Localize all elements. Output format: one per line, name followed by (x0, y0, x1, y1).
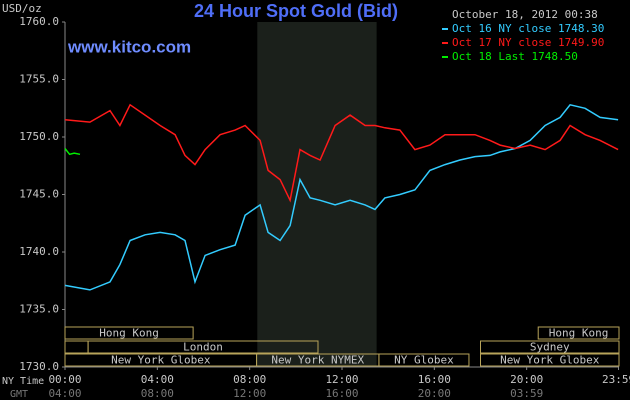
shaded-region (257, 22, 377, 367)
y-tick-label: 1750.0 (19, 130, 59, 143)
x2-tick-label: 04:00 (48, 387, 81, 400)
x-tick-label: 12:00 (325, 373, 358, 386)
session-box (480, 340, 620, 354)
session-box (378, 353, 470, 367)
series-line (64, 148, 81, 156)
session-label: London (183, 341, 223, 354)
y-axis-label: USD/oz (2, 2, 42, 15)
series-line (64, 103, 619, 291)
x-tick-label: 08:00 (233, 373, 266, 386)
x-tick-label: 00:00 (48, 373, 81, 386)
session-label: Sydney (530, 341, 570, 354)
x2-tick-label: 08:00 (141, 387, 174, 400)
x-row-label: NY Time (2, 376, 44, 387)
legend-label: Oct 16 NY close 1748.30 (452, 22, 604, 35)
y-tick-label: 1760.0 (19, 15, 59, 28)
x2-tick-label: 03:59 (510, 387, 543, 400)
session-box (64, 326, 194, 340)
x-tick-label: 16:00 (418, 373, 451, 386)
session-box (480, 353, 620, 367)
x-tick-label: 23:59 (602, 373, 630, 386)
timestamp: October 18, 2012 00:38 (452, 8, 598, 21)
session-label: New York NYMEX (271, 354, 364, 367)
session-label: New York Globex (111, 354, 211, 367)
x2-row-label: GMT (10, 389, 28, 400)
source: www.kitco.com (67, 37, 191, 56)
legend-label: Oct 18 Last 1748.50 (452, 50, 578, 63)
y-tick-label: 1730.0 (19, 360, 59, 373)
session-label: NY Globex (394, 354, 454, 367)
y-tick-label: 1755.0 (19, 73, 59, 86)
legend-label: Oct 17 NY close 1749.90 (452, 36, 604, 49)
chart-title: 24 Hour Spot Gold (Bid) (194, 1, 398, 21)
session-box (87, 340, 319, 354)
session-label: Hong Kong (99, 327, 159, 340)
series-line (64, 103, 619, 203)
session-label: New York Globex (500, 354, 600, 367)
y-tick-label: 1740.0 (19, 245, 59, 258)
x-tick-label: 04:00 (141, 373, 174, 386)
x2-tick-label: 12:00 (233, 387, 266, 400)
x-tick-label: 20:00 (510, 373, 543, 386)
y-tick-label: 1745.0 (19, 188, 59, 201)
x2-tick-label: 16:00 (325, 387, 358, 400)
session-box (537, 326, 620, 340)
session-label: Hong Kong (549, 327, 609, 340)
x2-tick-label: 20:00 (418, 387, 451, 400)
y-tick-label: 1735.0 (19, 303, 59, 316)
